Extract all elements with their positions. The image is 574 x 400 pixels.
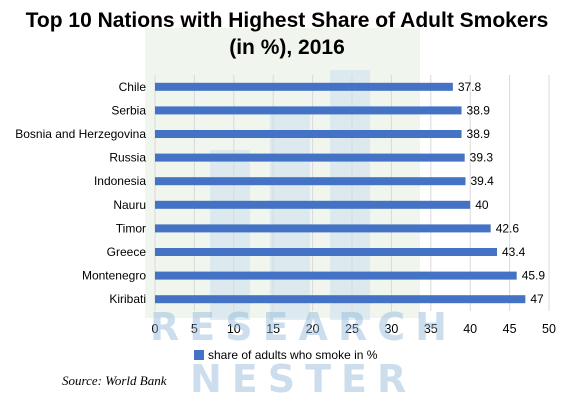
x-tick-label: 0 bbox=[152, 322, 159, 336]
bar bbox=[155, 271, 517, 280]
category-label: Kiribati bbox=[109, 292, 146, 306]
value-label: 45.9 bbox=[522, 269, 546, 283]
x-tick-label: 30 bbox=[384, 322, 398, 336]
category-label: Bosnia and Herzegovina bbox=[15, 127, 146, 141]
bar bbox=[155, 153, 465, 162]
bar bbox=[155, 295, 526, 304]
watermark-text-line2: NESTER bbox=[190, 357, 416, 400]
category-label: Serbia bbox=[111, 103, 146, 117]
value-label: 39.3 bbox=[470, 151, 494, 165]
x-tick-label: 25 bbox=[345, 322, 359, 336]
legend-swatch bbox=[194, 350, 204, 360]
category-label: Indonesia bbox=[94, 174, 146, 188]
value-label: 38.9 bbox=[467, 127, 491, 141]
x-tick-label: 15 bbox=[266, 322, 280, 336]
category-label: Russia bbox=[109, 151, 146, 165]
value-label: 39.4 bbox=[470, 174, 494, 188]
category-label: Montenegro bbox=[82, 269, 146, 283]
value-label: 47 bbox=[530, 292, 544, 306]
x-tick-label: 40 bbox=[463, 322, 477, 336]
legend-label: share of adults who smoke in % bbox=[208, 348, 378, 362]
value-label: 43.4 bbox=[502, 245, 526, 259]
value-label: 40 bbox=[475, 198, 489, 212]
value-label: 38.9 bbox=[467, 103, 491, 117]
bar bbox=[155, 177, 466, 186]
x-tick-label: 50 bbox=[542, 322, 556, 336]
watermark-text-line1: RESEARCH bbox=[150, 305, 457, 349]
bar bbox=[155, 200, 471, 209]
x-tick-label: 10 bbox=[227, 322, 241, 336]
bar bbox=[155, 82, 453, 91]
x-tick-label: 45 bbox=[503, 322, 517, 336]
value-labels: 37.8 38.9 38.9 39.3 39.4 40 42.6 43.4 45.9 47 bbox=[458, 80, 546, 306]
bar bbox=[155, 248, 497, 256]
x-tick-label: 35 bbox=[424, 322, 438, 336]
category-label: Greece bbox=[107, 245, 147, 259]
chart-title-line2: (in %), 2016 bbox=[229, 36, 345, 59]
bar bbox=[155, 106, 462, 115]
chart-title-line1: Top 10 Nations with Highest Share of Adu… bbox=[26, 9, 549, 32]
bar bbox=[155, 130, 462, 138]
category-labels: Chile Serbia Bosnia and Herzegovina Russia I… bbox=[15, 80, 146, 306]
category-label: Chile bbox=[119, 80, 147, 94]
category-label: Timor bbox=[116, 221, 146, 235]
x-axis-ticks: 0 5 10 15 20 25 30 35 40 45 50 bbox=[152, 322, 556, 336]
bar bbox=[155, 224, 491, 233]
value-label: 37.8 bbox=[458, 80, 482, 94]
value-label: 42.6 bbox=[496, 221, 520, 235]
x-tick-label: 20 bbox=[306, 322, 320, 336]
source-note: Source: World Bank bbox=[62, 373, 167, 388]
legend: share of adults who smoke in % bbox=[194, 348, 378, 362]
category-label: Nauru bbox=[113, 198, 146, 212]
x-tick-label: 5 bbox=[191, 322, 198, 336]
bars bbox=[155, 82, 526, 304]
